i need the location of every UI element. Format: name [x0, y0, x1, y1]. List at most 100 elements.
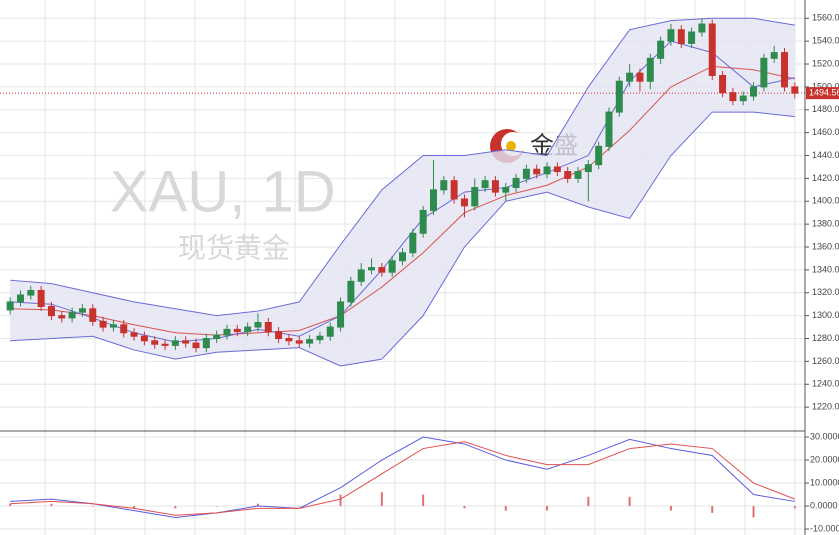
- y-tick-label: 1460.00: [812, 127, 839, 137]
- candle-body: [233, 328, 241, 333]
- candle-body: [264, 322, 272, 333]
- candle-body: [564, 171, 572, 179]
- y-tick-label: 1540.00: [812, 36, 839, 46]
- macd-histogram: [91, 506, 94, 507]
- macd-histogram: [711, 506, 714, 513]
- candle-body: [719, 74, 727, 94]
- candle-body: [6, 301, 14, 311]
- candle-body: [368, 267, 376, 271]
- macd-tick-label: 30.0000: [810, 431, 839, 441]
- y-tick-label: 1500.00: [812, 81, 839, 91]
- y-tick-label: 1240.00: [812, 379, 839, 389]
- candle-body: [326, 326, 334, 337]
- candle-body: [37, 289, 45, 307]
- band-area: [10, 18, 795, 366]
- macd-histogram: [587, 496, 590, 507]
- candle-body: [244, 326, 252, 333]
- macd-histogram: [50, 503, 53, 507]
- candle-body: [512, 177, 520, 189]
- watermark-subtitle: 现货黄金: [178, 232, 290, 263]
- macd-histogram: [339, 494, 342, 507]
- candle-body: [285, 338, 293, 342]
- candle-body: [481, 180, 489, 189]
- candle-body: [760, 57, 768, 88]
- candle-body: [440, 180, 448, 191]
- macd-tick-label: 10.0000: [810, 477, 839, 487]
- y-tick-label: 1260.00: [812, 356, 839, 366]
- candle-body: [553, 166, 561, 173]
- y-tick-label: 1400.00: [812, 196, 839, 206]
- macd-line: [10, 436, 795, 519]
- candle-body: [419, 209, 427, 234]
- candle-body: [151, 340, 159, 345]
- candle-body: [316, 335, 324, 341]
- macd-histogram: [504, 506, 507, 511]
- candle-body: [471, 187, 479, 207]
- candle-body: [357, 269, 365, 282]
- candle-body: [626, 72, 634, 82]
- macd-histogram: [752, 506, 755, 518]
- candle-body: [667, 29, 675, 42]
- candle-body: [739, 95, 747, 102]
- band-upper: [10, 17, 795, 317]
- candle-body: [584, 164, 592, 173]
- signal-line: [10, 441, 796, 516]
- candle-body: [213, 334, 221, 340]
- candle-body: [409, 232, 417, 254]
- candle-body: [306, 339, 314, 344]
- candle-body: [522, 168, 530, 179]
- candle-body: [171, 340, 179, 346]
- candle-body: [543, 166, 551, 175]
- macd-histogram: [546, 506, 549, 511]
- macd-histogram: [9, 503, 12, 507]
- candle-body: [646, 57, 654, 82]
- macd-histogram: [174, 506, 177, 509]
- candle-body: [502, 187, 510, 193]
- y-tick-label: 1560.00: [812, 13, 839, 23]
- candle-body: [192, 342, 200, 349]
- brand-logo-dot: [506, 141, 516, 151]
- macd-tick-label: 0.0000: [810, 500, 838, 510]
- candle-body: [615, 80, 623, 113]
- candle-body: [347, 280, 355, 303]
- candle-body: [688, 31, 696, 44]
- macd-histogram: [793, 506, 796, 509]
- macd-histogram: [133, 506, 136, 509]
- candle-body: [223, 328, 231, 336]
- y-tick-label: 1480.00: [812, 104, 839, 114]
- candle-body: [109, 324, 117, 328]
- candle-body: [89, 308, 97, 322]
- candle-body: [161, 343, 169, 346]
- macd-tick-label: 20.0000: [810, 454, 839, 464]
- candle-body: [337, 301, 345, 328]
- last-price-label: 1494.56: [809, 88, 839, 98]
- candle-body: [295, 340, 303, 344]
- candle-body: [781, 52, 789, 88]
- macd-tick-label: -10.0000: [810, 523, 839, 533]
- macd-histogram: [298, 506, 301, 507]
- watermark-title: XAU, 1D: [110, 159, 336, 224]
- candle-body: [120, 324, 128, 334]
- band-middle: [10, 65, 795, 336]
- candle-body: [388, 260, 396, 273]
- macd-histogram: [463, 506, 466, 509]
- candle-body: [378, 267, 386, 273]
- y-tick-label: 1220.00: [812, 402, 839, 412]
- macd-histogram: [380, 492, 383, 507]
- candle-body: [460, 198, 468, 207]
- candle-body: [275, 331, 283, 340]
- macd-histogram: [256, 503, 259, 507]
- candle-body: [202, 338, 210, 349]
- y-tick-label: 1300.00: [812, 310, 839, 320]
- y-tick-label: 1420.00: [812, 173, 839, 183]
- macd-histogram: [628, 496, 631, 507]
- candle-body: [636, 72, 644, 82]
- candle-body: [58, 315, 66, 319]
- candle-body: [140, 335, 148, 342]
- last-price-box: [806, 87, 839, 100]
- band-lower: [10, 111, 795, 367]
- candle-body: [574, 171, 582, 179]
- macd-histogram: [669, 506, 672, 511]
- candle-body: [27, 289, 35, 296]
